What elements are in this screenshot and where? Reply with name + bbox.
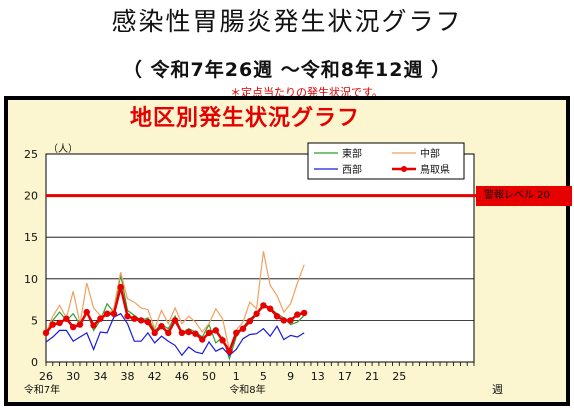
x-axis-label: 週 xyxy=(492,383,503,396)
data-point xyxy=(233,329,240,337)
data-point xyxy=(199,336,206,343)
legend-label: 西部 xyxy=(342,163,362,176)
data-point xyxy=(83,308,90,316)
x-tick-label: 13 xyxy=(311,370,325,383)
legend-box xyxy=(307,142,465,180)
y-tick-label: 0 xyxy=(31,356,38,369)
alert-level-label: 警報レベル 20 xyxy=(476,186,572,206)
x-tick-label: 42 xyxy=(148,370,162,383)
y-tick-label: 5 xyxy=(31,314,38,327)
data-point xyxy=(226,347,233,355)
data-point xyxy=(192,330,199,337)
y-tick-label: 20 xyxy=(24,190,38,203)
data-point xyxy=(246,318,254,325)
legend-label: 東部 xyxy=(342,147,362,160)
series-line-西部 xyxy=(45,312,305,357)
era-label-r7: 令和7年 xyxy=(24,383,60,396)
plot-area xyxy=(45,153,475,363)
legend-marker xyxy=(401,166,407,172)
data-point xyxy=(165,329,172,337)
data-point xyxy=(219,337,226,344)
legend-label: 鳥取県 xyxy=(420,163,450,176)
x-tick-label: 46 xyxy=(175,370,189,383)
data-point xyxy=(69,323,77,331)
y-tick-label: 15 xyxy=(24,231,38,244)
data-point xyxy=(76,321,84,328)
x-tick-label: 34 xyxy=(93,370,107,383)
era-label-r8: 令和8年 xyxy=(229,383,265,396)
data-point xyxy=(158,323,165,330)
x-tick-label: 21 xyxy=(365,370,379,383)
data-point xyxy=(287,317,294,324)
data-point xyxy=(103,310,111,317)
legend-label: 中部 xyxy=(420,147,440,160)
x-tick-label: 30 xyxy=(66,370,80,383)
y-tick-label: 10 xyxy=(24,273,38,286)
x-tick-label: 17 xyxy=(338,370,352,383)
x-tick-label: 50 xyxy=(202,370,216,383)
x-tick-label: 5 xyxy=(260,370,267,383)
data-point xyxy=(300,309,308,317)
data-point xyxy=(63,315,70,322)
y-axis-label: （人） xyxy=(48,143,78,155)
data-point xyxy=(56,319,63,327)
data-point xyxy=(273,313,281,320)
data-point xyxy=(144,318,152,326)
data-point xyxy=(294,311,301,318)
data-point xyxy=(117,283,124,291)
x-tick-label: 38 xyxy=(121,370,135,383)
data-point xyxy=(178,329,186,337)
data-point xyxy=(151,329,158,337)
series-line-中部 xyxy=(45,251,305,353)
x-tick-label: 26 xyxy=(39,370,53,383)
data-point xyxy=(171,317,179,324)
data-point xyxy=(253,310,260,317)
data-point xyxy=(124,313,131,320)
x-tick-label: 1 xyxy=(233,370,240,383)
data-point xyxy=(212,327,220,334)
x-tick-label: 25 xyxy=(392,370,406,383)
data-point xyxy=(185,328,192,336)
data-point xyxy=(90,322,97,329)
sentinel-note: ＊定点当たりの発生状況です。 xyxy=(230,86,383,99)
data-point xyxy=(97,315,104,322)
data-point xyxy=(137,317,145,324)
chart-title: 地区別発生状況グラフ xyxy=(130,106,361,131)
data-point xyxy=(131,315,138,322)
page-title: 感染性胃腸炎発生状況グラフ xyxy=(111,7,463,36)
data-point xyxy=(280,317,287,324)
data-point xyxy=(42,329,50,337)
data-point xyxy=(239,325,247,332)
x-tick-label: 9 xyxy=(287,370,294,383)
data-point xyxy=(266,305,274,312)
period-subtitle: （ 令和7年26週 ～令和8年12週 ） xyxy=(122,59,452,81)
data-point xyxy=(205,329,213,337)
data-point xyxy=(49,321,56,328)
y-tick-label: 25 xyxy=(24,148,38,161)
data-point xyxy=(110,310,118,317)
data-point xyxy=(260,302,267,309)
